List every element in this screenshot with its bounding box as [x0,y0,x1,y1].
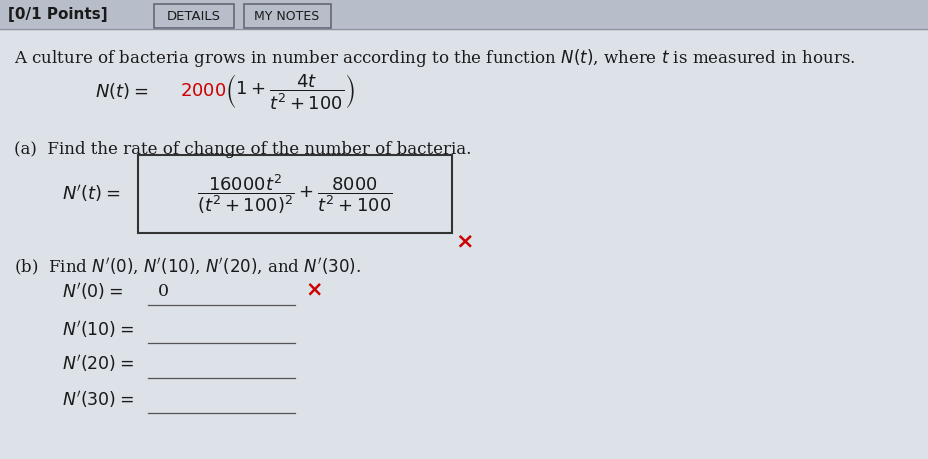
Text: A culture of bacteria grows in number according to the function $N(t)$, where $t: A culture of bacteria grows in number ac… [14,47,855,69]
Text: $\mathbf{\times}$: $\mathbf{\times}$ [304,281,321,301]
Text: $N'(0) =$: $N'(0) =$ [62,280,122,302]
Text: MY NOTES: MY NOTES [254,10,319,22]
Text: $2000$: $2000$ [180,82,226,100]
Text: (a)  Find the rate of change of the number of bacteria.: (a) Find the rate of change of the numbe… [14,141,470,158]
Text: $N'(10) =$: $N'(10) =$ [62,319,134,340]
FancyBboxPatch shape [154,4,234,28]
Text: $N'(20) =$: $N'(20) =$ [62,353,134,375]
Text: $N'(30) =$: $N'(30) =$ [62,388,134,409]
FancyBboxPatch shape [138,155,452,233]
Text: $\mathbf{\times}$: $\mathbf{\times}$ [455,231,472,253]
Text: (b)  Find $N'(0)$, $N'(10)$, $N'(20)$, and $N'(30)$.: (b) Find $N'(0)$, $N'(10)$, $N'(20)$, an… [14,257,361,278]
Text: $N(t) =$: $N(t) =$ [95,81,148,101]
Bar [0,0,928,29]
Text: DETAILS: DETAILS [167,10,221,22]
Text: $\dfrac{16000t^2}{\left(t^2+100\right)^2} + \dfrac{8000}{t^2+100}$: $\dfrac{16000t^2}{\left(t^2+100\right)^2… [197,172,393,216]
Text: $N'(t) =$: $N'(t) =$ [62,184,121,205]
FancyBboxPatch shape [244,4,330,28]
Text: 0: 0 [158,282,169,300]
Text: $\left(1 + \dfrac{4t}{t^2 + 100}\right)$: $\left(1 + \dfrac{4t}{t^2 + 100}\right)$ [225,72,354,111]
Text: [0/1 Points]: [0/1 Points] [8,7,108,22]
